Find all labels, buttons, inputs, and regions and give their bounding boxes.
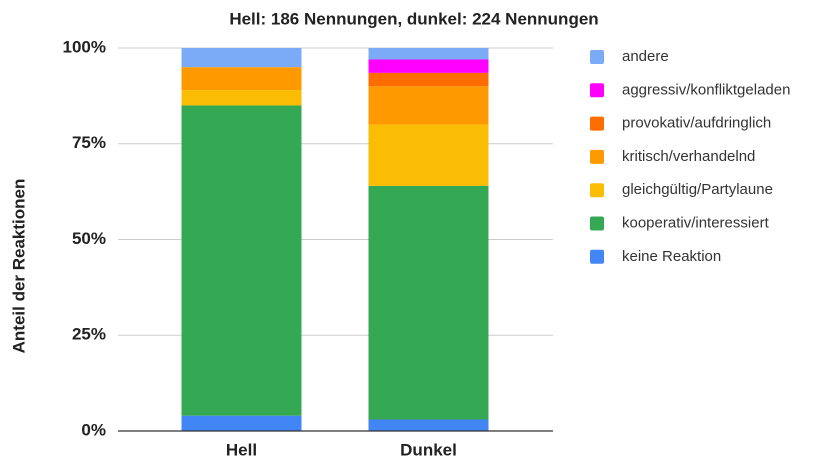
legend-label: gleichgültig/Partylaune: [622, 181, 773, 198]
bar-segment: [181, 67, 302, 91]
bar-segment: [181, 105, 302, 416]
bar-segment: [368, 48, 489, 60]
legend-swatch: [590, 83, 604, 98]
x-tick-label: Dunkel: [400, 440, 457, 459]
x-tick-label: Hell: [226, 440, 257, 459]
legend-swatch: [590, 183, 604, 198]
legend-swatch: [590, 216, 604, 231]
bar-segment: [181, 415, 302, 431]
y-axis-label: Anteil der Reaktionen: [9, 179, 28, 354]
bar-segment: [368, 419, 489, 431]
legend-label: keine Reaktion: [622, 248, 721, 265]
bar-segment: [368, 59, 489, 73]
legend-swatch: [590, 50, 604, 64]
y-tick-label: 50%: [72, 229, 106, 248]
legend-label: kritisch/verhandelnd: [622, 148, 755, 165]
bar-segment: [181, 48, 302, 68]
legend-label: kooperativ/interessiert: [622, 214, 770, 231]
bar-segment: [181, 90, 302, 106]
y-tick-label: 25%: [72, 325, 106, 344]
bar-segment: [368, 86, 489, 125]
legend-label: aggressiv/konfliktgeladen: [622, 81, 790, 98]
legend-swatch: [590, 116, 604, 131]
y-tick-label: 0%: [81, 420, 106, 439]
chart-title: Hell: 186 Nennungen, dunkel: 224 Nennung…: [229, 9, 598, 28]
bar-segment: [368, 185, 489, 420]
legend-label: andere: [622, 48, 669, 65]
legend-swatch: [590, 249, 604, 264]
y-tick-label: 100%: [63, 37, 106, 56]
bar-segment: [368, 124, 489, 186]
bar-segment: [368, 72, 489, 87]
legend-swatch: [590, 149, 604, 164]
legend-label: provokativ/aufdringlich: [622, 115, 771, 132]
y-tick-label: 75%: [72, 133, 106, 152]
